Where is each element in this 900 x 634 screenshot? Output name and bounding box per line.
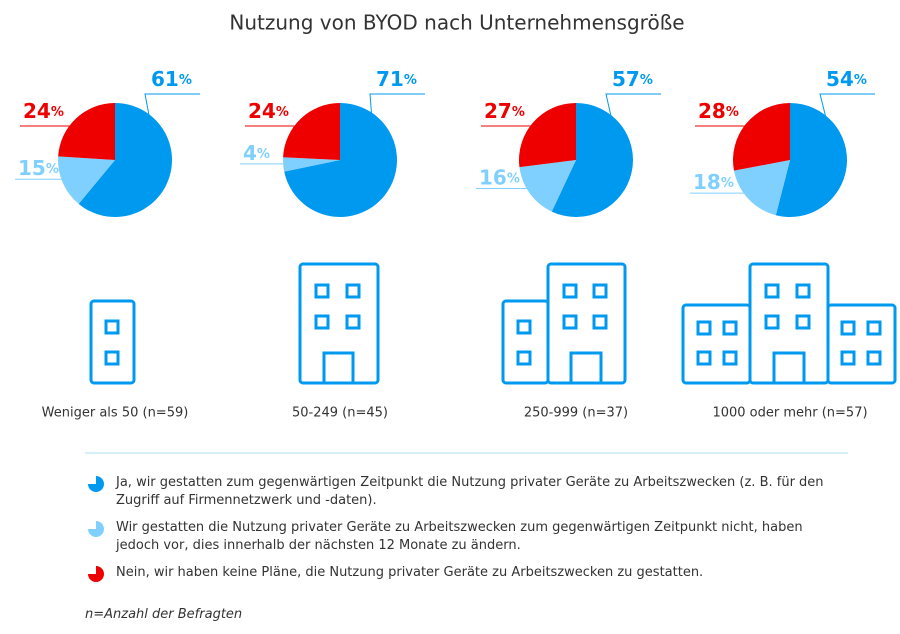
- leader-line: [481, 125, 540, 129]
- value-label: 28%: [698, 99, 739, 123]
- building-icons: [89, 262, 897, 385]
- pie-slice: [283, 157, 340, 172]
- category-label: 1000 oder mehr (n=57): [712, 406, 867, 421]
- legend-text: Wir gestatten die Nutzung privater Gerät…: [116, 520, 803, 553]
- pie-slice: [734, 160, 790, 216]
- chart-title: Nutzung von BYOD nach Unternehmensgröße: [229, 11, 684, 35]
- value-label: 18%: [693, 170, 734, 194]
- pie-slice: [284, 103, 397, 217]
- pie-slice: [519, 160, 576, 212]
- leader-line: [245, 124, 307, 127]
- pie-slice: [733, 103, 790, 171]
- value-label: 15%: [18, 156, 59, 180]
- value-label: 27%: [484, 99, 525, 123]
- legend-item: Wir gestatten die Nutzung privater Gerät…: [88, 519, 848, 555]
- pie-slice: [551, 103, 634, 217]
- value-label: 71%: [376, 67, 417, 91]
- category-label: 250-999 (n=37): [524, 406, 628, 421]
- leader-line: [819, 93, 875, 167]
- legend-item: Nein, wir haben keine Pläne, die Nutzung…: [88, 564, 848, 582]
- value-label: 61%: [151, 67, 192, 91]
- legend-text: Nein, wir haben keine Pläne, die Nutzung…: [116, 565, 704, 580]
- leader-line: [369, 93, 425, 191]
- footnote: n=Anzahl der Befragten: [85, 607, 243, 622]
- legend-text: Ja, wir gestatten zum gegenwärtigen Zeit…: [116, 475, 824, 508]
- leader-line: [605, 93, 661, 171]
- legend-marker: [88, 476, 104, 492]
- leader-line: [20, 124, 82, 127]
- category-label: 50-249 (n=45): [292, 406, 388, 421]
- pie-slice: [78, 103, 173, 218]
- value-label: 57%: [612, 67, 653, 91]
- value-label: 54%: [826, 67, 867, 91]
- pie-slice: [283, 103, 340, 160]
- leader-line: [695, 125, 754, 130]
- pie-slice: [519, 103, 576, 168]
- legend-item: Ja, wir gestatten zum gegenwärtigen Zeit…: [88, 474, 848, 510]
- chart: Nutzung von BYOD nach Unternehmensgröße …: [15, 11, 897, 454]
- category-label: Weniger als 50 (n=59): [42, 406, 189, 421]
- legend-marker: [88, 566, 104, 582]
- value-label: 24%: [23, 99, 64, 123]
- leader-line: [144, 93, 200, 177]
- value-label: 16%: [479, 165, 520, 189]
- value-label: 24%: [248, 99, 289, 123]
- legend: Ja, wir gestatten zum gegenwärtigen Zeit…: [88, 474, 848, 591]
- pie-slice: [58, 103, 115, 160]
- legend-marker: [88, 521, 104, 537]
- pie-slice: [58, 156, 115, 204]
- value-label: 4%: [243, 140, 270, 164]
